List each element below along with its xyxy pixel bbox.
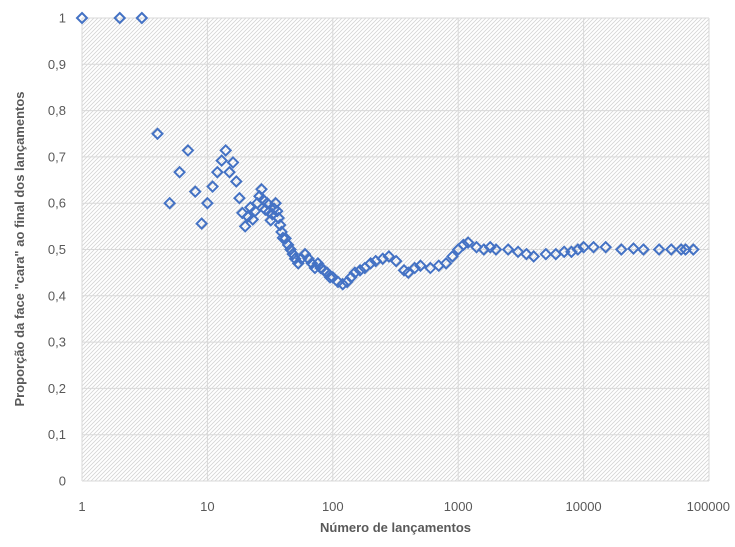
- data-point: [188, 185, 202, 199]
- y-tick-label: 0,4: [48, 288, 66, 303]
- data-point: [238, 219, 252, 233]
- data-point: [200, 196, 214, 210]
- data-point: [215, 154, 229, 168]
- data-point: [173, 165, 186, 179]
- data-point: [163, 196, 177, 210]
- data-point: [382, 250, 396, 263]
- data-point: [527, 250, 541, 263]
- data-point: [311, 256, 325, 270]
- data-point: [539, 247, 553, 261]
- x-axis-title: Número de lançamentos: [320, 520, 471, 535]
- data-point: [75, 11, 89, 25]
- data-point: [389, 254, 403, 268]
- x-tick-label: 1000: [444, 499, 473, 514]
- data-point: [571, 243, 585, 256]
- y-tick-label: 0: [59, 474, 66, 489]
- data-point: [674, 243, 688, 256]
- data-point: [276, 231, 290, 245]
- data-point: [353, 263, 367, 277]
- data-point: [414, 259, 427, 273]
- data-point: [219, 144, 233, 157]
- x-tick-label: 100000: [687, 499, 730, 514]
- x-tick-label: 100: [322, 499, 344, 514]
- data-point: [501, 243, 515, 256]
- data-point: [223, 165, 236, 179]
- data-point: [520, 247, 533, 261]
- data-point: [627, 242, 640, 255]
- data-point: [281, 238, 295, 252]
- y-tick-label: 0,6: [48, 196, 66, 211]
- data-point: [195, 217, 209, 230]
- data-point: [652, 243, 666, 256]
- data-point: [664, 243, 678, 256]
- data-point: [113, 11, 127, 25]
- data-point: [439, 256, 453, 270]
- data-point: [248, 204, 262, 218]
- data-point: [408, 261, 422, 275]
- data-point: [284, 243, 297, 256]
- y-tick-label: 0,7: [48, 149, 66, 164]
- data-point: [461, 236, 475, 249]
- data-point: [232, 191, 246, 205]
- x-tick-label: 1: [78, 499, 85, 514]
- data-point: [446, 250, 459, 263]
- data-points: [75, 11, 700, 291]
- data-point: [151, 127, 164, 141]
- data-point: [637, 243, 650, 256]
- data-point: [599, 240, 613, 254]
- data-point: [255, 182, 268, 196]
- data-point: [229, 175, 243, 188]
- gridlines: [81, 17, 710, 482]
- x-tick-label: 10000: [566, 499, 602, 514]
- data-point: [364, 256, 377, 270]
- data-point: [135, 11, 149, 25]
- data-point: [614, 243, 628, 256]
- x-axis-tick-labels: 1 10 100 1000 10000 100000: [78, 499, 730, 514]
- data-point: [470, 240, 483, 254]
- data-point: [577, 240, 591, 254]
- data-point: [291, 256, 305, 270]
- data-point: [323, 270, 337, 284]
- data-point: [511, 245, 525, 259]
- data-point: [210, 165, 224, 179]
- x-tick-label: 10: [200, 499, 214, 514]
- y-tick-label: 0,2: [48, 381, 66, 396]
- data-point: [286, 247, 300, 261]
- data-point: [235, 206, 249, 220]
- data-point: [226, 156, 240, 169]
- y-axis-tick-labels: 0 0,1 0,2 0,3 0,4 0,5 0,6 0,7 0,8 0,9 1: [48, 11, 66, 489]
- y-axis-title: Proporção da face "cara" ao final dos la…: [12, 91, 27, 406]
- data-point: [206, 180, 220, 193]
- y-tick-label: 0,5: [48, 242, 66, 257]
- data-point: [686, 243, 700, 256]
- data-point: [246, 212, 260, 226]
- y-tick-label: 0,8: [48, 103, 66, 118]
- data-point: [181, 144, 195, 157]
- data-point: [272, 211, 286, 225]
- y-tick-label: 1: [59, 11, 66, 26]
- data-point: [376, 252, 390, 266]
- data-point: [489, 243, 503, 256]
- data-point: [336, 277, 350, 291]
- y-tick-label: 0,3: [48, 335, 66, 350]
- data-point: [344, 270, 358, 284]
- y-tick-label: 0,9: [48, 57, 66, 72]
- data-point: [273, 218, 287, 232]
- data-point: [270, 204, 284, 218]
- data-point: [348, 266, 362, 280]
- y-tick-label: 0,1: [48, 427, 66, 442]
- data-point: [456, 238, 470, 252]
- data-point: [587, 240, 600, 254]
